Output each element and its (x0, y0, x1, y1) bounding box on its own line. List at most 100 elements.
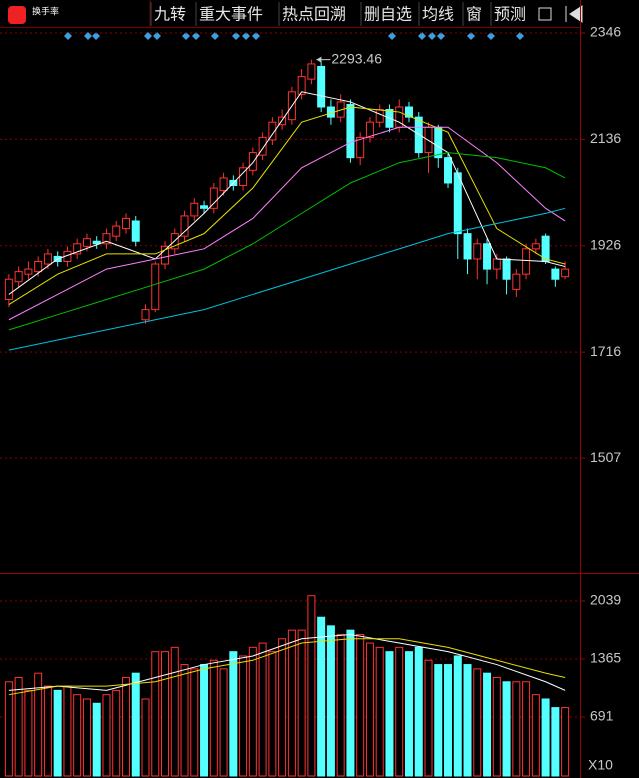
y-tick-label: 2346 (590, 24, 621, 40)
logo-icon (8, 6, 26, 24)
candle-body (365, 121, 374, 138)
candle-body (317, 65, 326, 108)
volume-bar (141, 698, 150, 777)
candle-body (82, 238, 91, 247)
volume-bar (180, 664, 189, 777)
annotation: 2293.46 (331, 50, 382, 66)
moving-average (8, 638, 566, 696)
candle-body (434, 126, 443, 159)
unit-label: X10 (588, 757, 613, 773)
candle-body (112, 225, 121, 237)
volume-bar (473, 668, 482, 777)
volume-bar (434, 664, 443, 777)
volume-bar (541, 698, 550, 777)
volume-bar (151, 651, 160, 777)
volume-bar (258, 642, 267, 777)
volume-bar (522, 681, 531, 777)
volume-bar (4, 681, 13, 777)
candle-body (34, 261, 43, 273)
tab[interactable]: 热点回溯 (282, 5, 346, 24)
volume-bar (268, 651, 277, 777)
volume-bar (307, 595, 316, 777)
tab[interactable]: 预测 (494, 5, 526, 24)
y-tick-label: 1365 (590, 650, 621, 666)
tab[interactable]: 九转 (154, 5, 186, 24)
moving-average (8, 152, 566, 331)
volume-bar (317, 616, 326, 777)
volume-bar (356, 633, 365, 777)
candle-body (131, 220, 140, 242)
volume-bar (561, 707, 570, 777)
volume-bar (551, 707, 560, 777)
volume-bar (287, 629, 296, 777)
volume-bar (190, 668, 199, 777)
candle-body (502, 258, 511, 280)
volume-bar (375, 646, 384, 777)
y-tick-label: 691 (590, 708, 614, 724)
candle-body (190, 202, 199, 217)
tab[interactable]: 重大事件 (199, 5, 263, 24)
candle-body (161, 245, 170, 265)
volume-bar (453, 655, 462, 777)
candle-body (121, 217, 130, 230)
volume-bar (161, 651, 170, 777)
volume-bar (209, 659, 218, 777)
volume-bar (170, 646, 179, 777)
volume-bar (395, 646, 404, 777)
candle-body (268, 121, 277, 141)
volume-bar (424, 659, 433, 777)
candle-body (522, 248, 531, 275)
volume-bar (34, 672, 43, 777)
volume-bar (444, 664, 453, 777)
moving-average (8, 91, 566, 295)
candle-body (307, 63, 316, 80)
event-marker[interactable] (64, 32, 524, 40)
volume-bar (326, 625, 335, 777)
volume-bar (346, 629, 355, 777)
candle-body (14, 271, 23, 283)
moving-average (8, 126, 566, 321)
volume-bar (512, 681, 521, 777)
logo: 换手率 (32, 6, 59, 18)
candle-body (151, 263, 160, 311)
volume-bar (278, 638, 287, 777)
volume-bar (248, 646, 257, 777)
back-icon[interactable] (565, 5, 583, 23)
candle-body (4, 278, 13, 300)
candle-body (444, 157, 453, 184)
y-tick-label: 2136 (590, 130, 621, 146)
candle-body (492, 258, 501, 270)
volume-bar (336, 633, 345, 777)
volume-bar (297, 629, 306, 777)
candle-body (473, 243, 482, 260)
candle-body (92, 240, 101, 245)
candle-body (453, 172, 462, 235)
tab[interactable]: 窗 (466, 5, 482, 24)
volume-bar (385, 651, 394, 777)
candle-body (209, 187, 218, 209)
candle-body (346, 103, 355, 159)
volume-bar (53, 689, 62, 777)
volume-bar (63, 685, 72, 777)
volume-bar (365, 642, 374, 777)
candle-body (512, 273, 521, 290)
candle-body (24, 268, 33, 275)
moving-average (8, 633, 566, 691)
volume-bar (483, 672, 492, 777)
tab[interactable]: 均线 (422, 5, 454, 24)
volume-bar (92, 702, 101, 777)
candle-body (43, 253, 52, 265)
volume-bar (24, 689, 33, 777)
y-tick-label: 1507 (590, 449, 621, 465)
volume-bar (219, 668, 228, 777)
volume-bar (404, 651, 413, 777)
candle-body (375, 109, 384, 123)
volume-bar (73, 694, 82, 777)
volume-bar (492, 676, 501, 777)
candle-body (180, 215, 189, 237)
lock-icon[interactable] (538, 7, 552, 21)
tab[interactable]: 删自选 (364, 5, 412, 24)
volume-bar (414, 646, 423, 777)
